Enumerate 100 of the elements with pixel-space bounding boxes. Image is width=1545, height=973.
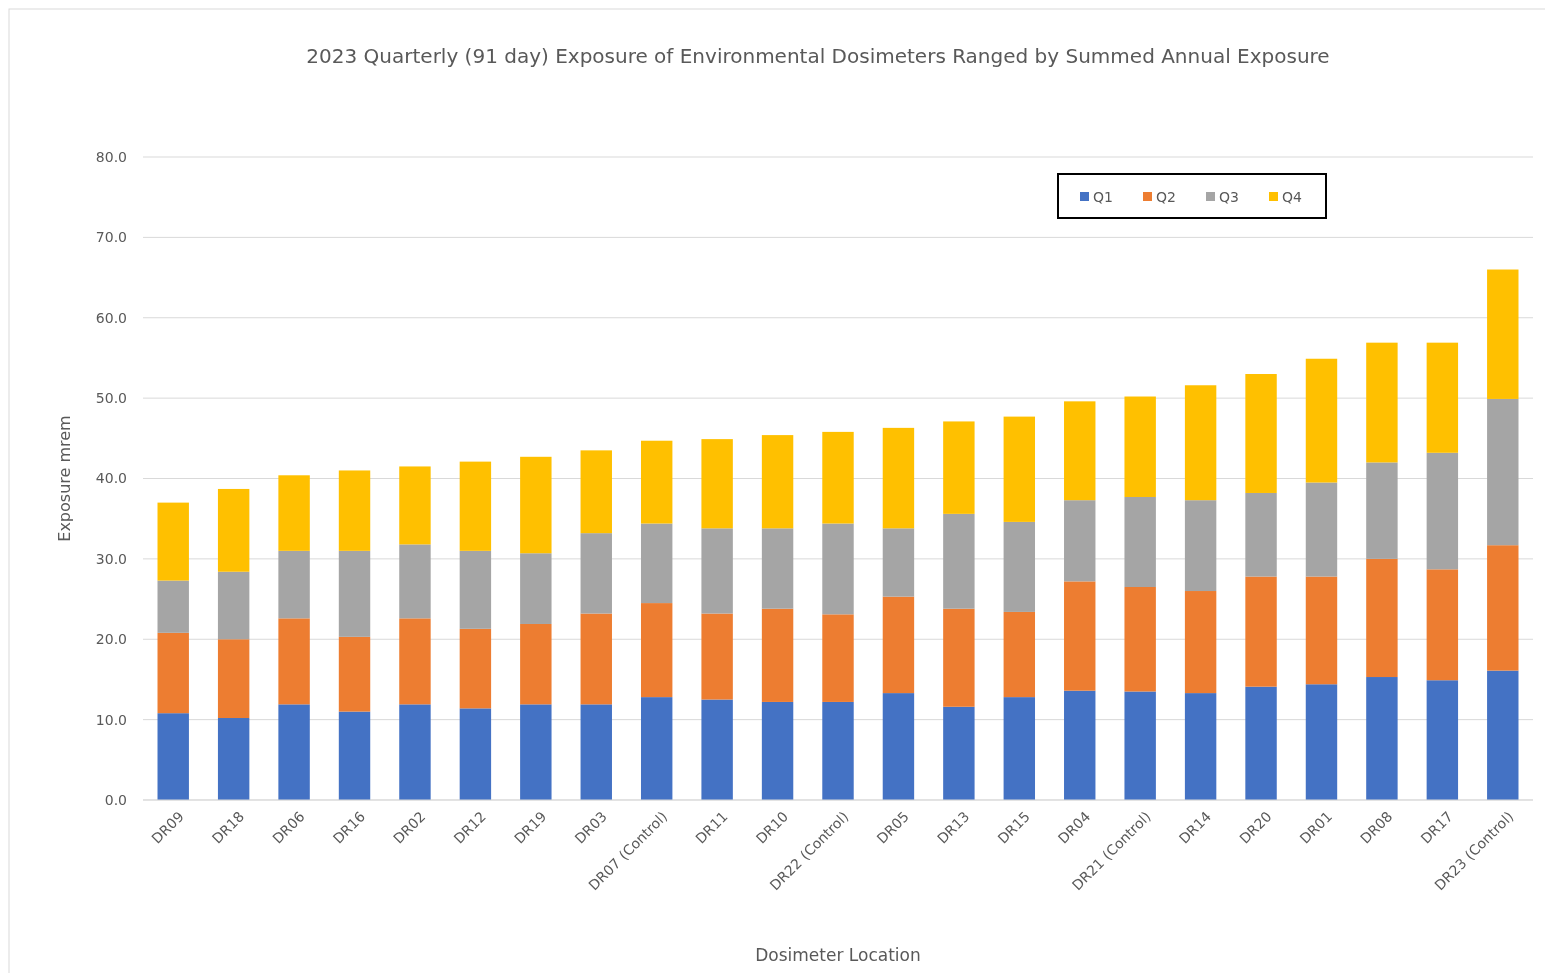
bar: [1426, 680, 1459, 800]
bar: [580, 533, 612, 614]
bar: [520, 456, 552, 554]
bar: [399, 466, 431, 545]
bar: [1487, 545, 1519, 671]
bar: [761, 435, 794, 529]
bar: [1184, 693, 1217, 800]
x-axis-title: Dosimeter Location: [755, 945, 921, 965]
bar: [882, 596, 915, 694]
bar: [640, 440, 673, 524]
y-tick-label: 40.0: [95, 470, 127, 487]
bar: [1124, 691, 1156, 800]
y-tick-label: 50.0: [95, 390, 127, 407]
legend-label: Q2: [1156, 188, 1176, 205]
bar: [1124, 396, 1156, 497]
bar: [157, 713, 189, 800]
bar: [1305, 576, 1338, 685]
bar: [1426, 569, 1459, 681]
bar: [701, 699, 733, 800]
bar: [943, 608, 975, 707]
legend-label: Q3: [1219, 188, 1239, 205]
bar: [278, 704, 310, 800]
bar: [1064, 401, 1096, 501]
bar: [338, 470, 371, 551]
bar: [157, 580, 189, 633]
bar: [278, 550, 310, 619]
bar: [1003, 697, 1036, 800]
bar: [338, 550, 371, 637]
bar: [580, 450, 612, 534]
bar: [943, 513, 975, 609]
bar: [1366, 342, 1398, 463]
bar: [1305, 684, 1338, 800]
bar: [157, 502, 189, 581]
bar: [701, 613, 733, 700]
bar: [1245, 492, 1277, 577]
bar: [701, 528, 733, 614]
bar: [217, 718, 250, 800]
bar: [701, 439, 733, 529]
bar: [1366, 558, 1398, 678]
bar: [459, 708, 492, 800]
bar: [520, 623, 552, 705]
bar: [520, 704, 552, 800]
bar: [1003, 416, 1036, 522]
y-tick-label: 20.0: [95, 631, 127, 648]
bar: [822, 614, 854, 702]
bar: [1064, 500, 1096, 582]
y-tick-label: 10.0: [95, 711, 127, 728]
y-tick-label: 80.0: [95, 148, 127, 165]
bar: [338, 636, 371, 712]
chart-title: 2023 Quarterly (91 day) Exposure of Environmental Dosimeters Ranged by Summed Annual Exposure: [306, 44, 1330, 68]
bar: [761, 608, 794, 702]
bar: [520, 553, 552, 624]
bar: [580, 613, 612, 705]
bar: [640, 523, 673, 604]
bar: [640, 697, 673, 800]
bar: [399, 704, 431, 800]
bar: [157, 632, 189, 714]
bar: [822, 523, 854, 615]
y-tick-label: 60.0: [95, 309, 127, 326]
bar: [459, 550, 492, 629]
bar: [1124, 496, 1156, 588]
legend-label: Q4: [1282, 188, 1303, 205]
bar: [459, 628, 492, 709]
bar: [1245, 686, 1277, 800]
bar: [882, 528, 915, 597]
y-tick-label: 0.0: [104, 791, 127, 808]
bar: [278, 475, 310, 551]
legend-label: Q1: [1093, 188, 1113, 205]
y-axis-title: Exposure mrem: [55, 415, 74, 542]
bar: [580, 704, 612, 800]
bar: [822, 701, 854, 800]
bar: [278, 618, 310, 705]
bar: [1064, 581, 1096, 691]
bar: [1245, 374, 1277, 493]
bar: [882, 693, 915, 800]
bar: [882, 427, 915, 529]
bar: [1003, 521, 1036, 612]
bar: [459, 461, 492, 551]
bar: [761, 528, 794, 609]
bar: [1487, 670, 1519, 800]
bar: [1366, 462, 1398, 559]
bar: [761, 701, 794, 800]
bar: [1305, 482, 1338, 577]
bar: [1487, 269, 1519, 399]
bar: [1426, 452, 1459, 570]
bar: [217, 571, 250, 640]
bar: [1184, 500, 1217, 592]
bar: [822, 431, 854, 524]
bar: [1124, 587, 1156, 692]
bar: [217, 488, 250, 572]
bar: [640, 603, 673, 698]
bar: [943, 706, 975, 800]
y-tick-label: 30.0: [95, 550, 127, 567]
bar: [1184, 385, 1217, 501]
bar: [1245, 576, 1277, 687]
bar: [1487, 398, 1519, 546]
bar: [1305, 358, 1338, 483]
bar: [217, 639, 250, 719]
bar: [1366, 677, 1398, 800]
bar: [1003, 611, 1036, 698]
